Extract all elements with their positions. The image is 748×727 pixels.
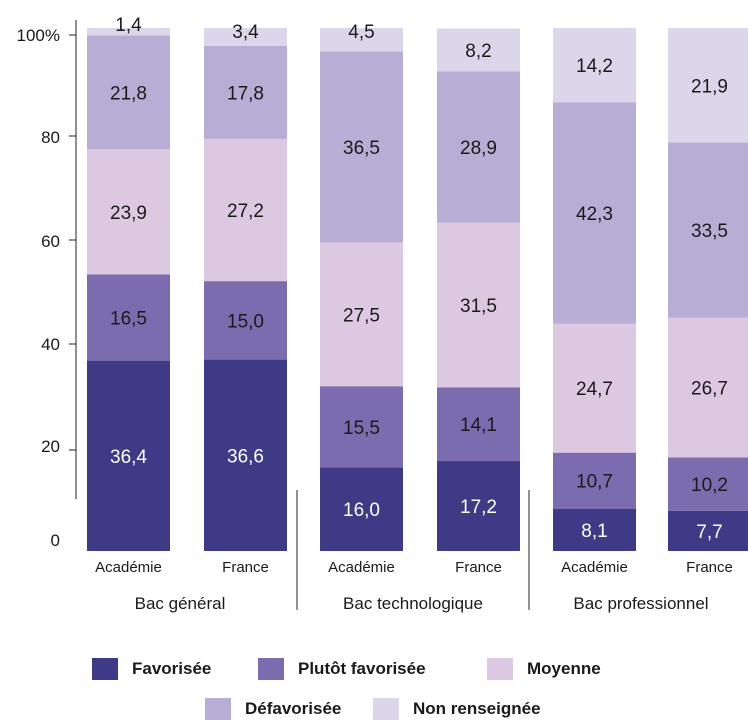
legend-label-plutot-favorisee: Plutôt favorisée <box>298 659 426 678</box>
data-label-plutot-favorisee: 14,1 <box>460 415 497 436</box>
bar-segment-moyenne <box>553 323 636 453</box>
bar-segment-defavorisee <box>87 35 170 150</box>
data-label-plutot-favorisee: 16,5 <box>110 308 147 329</box>
bar-segment-defavorisee <box>204 45 287 139</box>
data-label-defavorisee: 28,9 <box>460 138 497 159</box>
bar-segment-defavorisee <box>553 102 636 324</box>
data-label-non-renseignee: 8,2 <box>465 41 491 62</box>
data-label-plutot-favorisee: 10,2 <box>691 475 728 496</box>
group-label: Bac technologique <box>343 594 483 613</box>
data-label-favorisee: 16,0 <box>343 500 380 521</box>
bar-segment-non-renseignee <box>320 28 403 52</box>
data-label-moyenne: 27,2 <box>227 201 264 222</box>
legend-item-plutot-favorisee: Plutôt favorisée <box>258 658 426 680</box>
data-label-favorisee: 17,2 <box>460 497 497 518</box>
bar-segment-moyenne <box>204 138 287 282</box>
bar-segment-plutot-favorisee <box>437 387 520 462</box>
data-label-favorisee: 36,4 <box>110 447 147 468</box>
data-label-moyenne: 24,7 <box>576 379 613 400</box>
category-labels: Académie France Bac général Académie France B… <box>95 490 733 613</box>
legend-item-moyenne: Moyenne <box>487 658 601 680</box>
bar-segment-non-renseignee <box>204 28 287 46</box>
y-tick-label: 60 <box>41 232 60 251</box>
bar-label: France <box>455 559 502 576</box>
data-label-favorisee: 8,1 <box>581 521 607 542</box>
bar-segment-non-renseignee <box>668 28 748 143</box>
legend-item-favorisee: Favorisée <box>92 658 211 680</box>
bar-segment-favorisee <box>87 360 170 551</box>
legend-item-defavorisee: Défavorisée <box>205 698 341 720</box>
data-label-plutot-favorisee: 15,0 <box>227 311 264 332</box>
bar-label: France <box>222 559 269 576</box>
bar-segment-favorisee <box>668 510 748 551</box>
bar-segment-defavorisee <box>437 71 520 223</box>
legend-label-favorisee: Favorisée <box>132 659 212 678</box>
data-label-defavorisee: 17,8 <box>227 83 264 104</box>
data-label-plutot-favorisee: 10,7 <box>576 472 613 493</box>
data-label-moyenne: 26,7 <box>691 379 728 400</box>
bar-segment-moyenne <box>437 222 520 388</box>
legend-swatch-favorisee <box>92 658 118 680</box>
y-axis: 100% 80 60 40 20 0 <box>17 20 77 550</box>
group-label: Bac professionnel <box>573 594 708 613</box>
data-label-non-renseignee: 14,2 <box>576 56 613 77</box>
bar-segment-moyenne <box>668 317 748 458</box>
bar-segment-non-renseignee <box>437 28 520 72</box>
bar-label: France <box>686 559 733 576</box>
bar-segment-non-renseignee <box>87 28 170 36</box>
bar-segment-defavorisee <box>668 142 748 318</box>
bar-label: Académie <box>328 559 395 576</box>
data-label-non-renseignee: 3,4 <box>232 22 259 43</box>
bar-segment-moyenne <box>87 149 170 275</box>
data-label-moyenne: 23,9 <box>110 203 147 224</box>
y-tick-label: 100% <box>17 26 60 45</box>
legend-label-defavorisee: Défavorisée <box>245 699 342 718</box>
y-tick-label: 20 <box>41 437 60 456</box>
legend-label-moyenne: Moyenne <box>527 659 601 678</box>
data-label-plutot-favorisee: 15,5 <box>343 418 380 439</box>
bar-segment-defavorisee <box>320 51 403 243</box>
y-tick-label: 40 <box>41 335 60 354</box>
data-label-non-renseignee: 21,9 <box>691 76 728 97</box>
y-tick-label: 80 <box>41 128 60 147</box>
legend: Favorisée Plutôt favorisée Moyenne Défav… <box>0 640 748 727</box>
bar-segment-favorisee <box>320 467 403 551</box>
bar-segment-plutot-favorisee <box>553 452 636 509</box>
bars-layer: 36,4 16,5 23,9 21,8 1,4 36,6 15,0 27,2 17,8 3,4 16… <box>87 15 748 551</box>
bar-segment-plutot-favorisee <box>204 281 287 360</box>
data-label-non-renseignee: 1,4 <box>115 15 142 36</box>
data-label-favorisee: 7,7 <box>696 522 722 543</box>
legend-swatch-defavorisee <box>205 698 231 720</box>
data-label-defavorisee: 33,5 <box>691 221 728 242</box>
data-label-moyenne: 27,5 <box>343 305 380 326</box>
data-label-non-renseignee: 4,5 <box>348 22 374 43</box>
legend-label-non-renseignee: Non renseignée <box>413 699 541 718</box>
bar-segment-favorisee <box>437 461 520 551</box>
legend-swatch-moyenne <box>487 658 513 680</box>
data-label-defavorisee: 21,8 <box>110 83 147 104</box>
bar-label: Académie <box>561 559 628 576</box>
bar-segment-favorisee <box>204 359 287 551</box>
bar-segment-plutot-favorisee <box>87 274 170 361</box>
data-label-defavorisee: 36,5 <box>343 138 380 159</box>
data-label-favorisee: 36,6 <box>227 446 264 467</box>
bar-segment-non-renseignee <box>553 28 636 103</box>
bar-segment-plutot-favorisee <box>320 386 403 468</box>
legend-item-non-renseignee: Non renseignée <box>373 698 541 720</box>
y-tick-label: 0 <box>51 531 60 550</box>
legend-swatch-non-renseignee <box>373 698 399 720</box>
data-label-moyenne: 31,5 <box>460 296 497 317</box>
bar-segment-moyenne <box>320 242 403 387</box>
bar-label: Académie <box>95 559 162 576</box>
bar-segment-favorisee <box>553 508 636 551</box>
legend-swatch-plutot-favorisee <box>258 658 284 680</box>
bar-segment-plutot-favorisee <box>668 457 748 511</box>
data-label-defavorisee: 42,3 <box>576 204 613 225</box>
group-label: Bac général <box>135 594 226 613</box>
